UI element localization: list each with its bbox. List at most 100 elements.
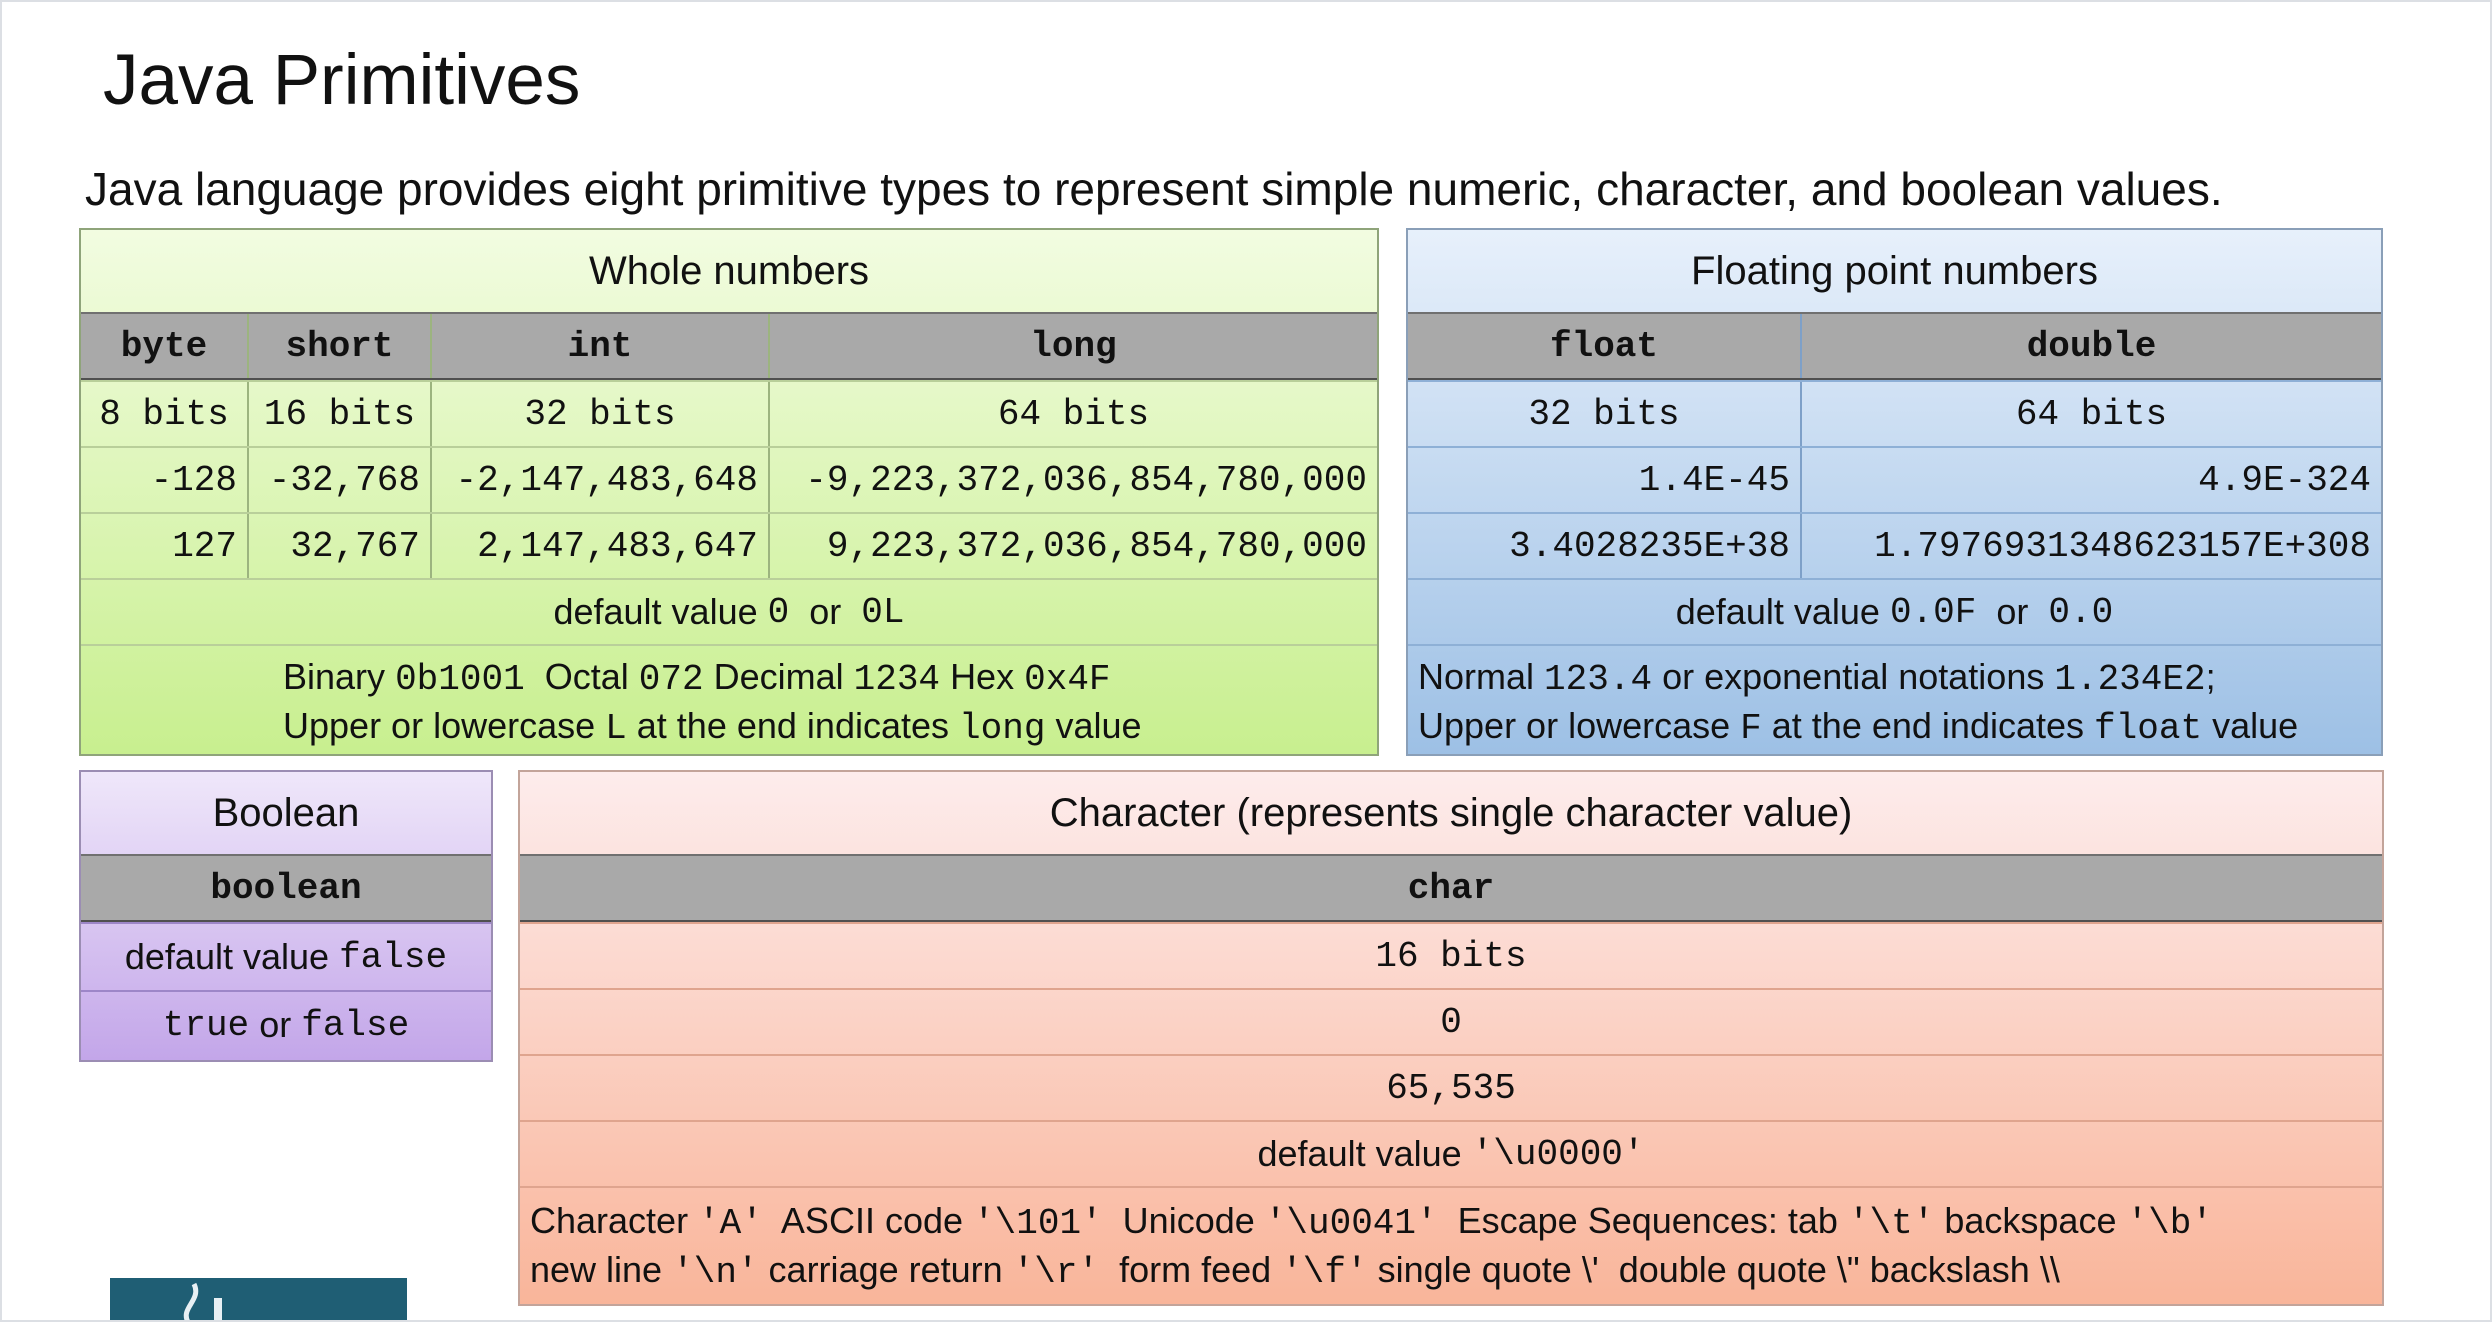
float-bits-row: 32 bits 64 bits <box>1408 380 2381 446</box>
note-code: \\ <box>2039 1249 2060 1290</box>
float-min: 1.4E-45 <box>1638 459 1790 501</box>
short-min: -32,768 <box>247 448 430 512</box>
note-code: '\b' <box>2126 1203 2213 1244</box>
values-or: or <box>259 1004 292 1045</box>
char-max-row: 65,535 <box>520 1054 2382 1120</box>
double-min: 4.9E-324 <box>1800 448 2381 512</box>
decimal-label: Decimal <box>713 656 844 697</box>
char-bits-row: 16 bits <box>520 922 2382 988</box>
boolean-header-row: boolean <box>81 854 491 922</box>
note-code: \' <box>1581 1249 1599 1290</box>
long-max: 9,223,372,036,854,780,000 <box>768 514 1377 578</box>
boolean-default-value: default value false <box>81 924 491 990</box>
char-header-row: char <box>520 854 2382 922</box>
column-header-int: int <box>430 314 768 378</box>
note-text: value <box>2212 705 2299 746</box>
whole-bits-row: 8 bits 16 bits 32 bits 64 bits <box>81 380 1377 446</box>
short-max: 32,767 <box>247 514 430 578</box>
whole-min-row: -128 -32,768 -2,147,483,648 -9,223,372,0… <box>81 446 1377 512</box>
whole-numbers-heading: Whole numbers <box>588 248 870 293</box>
char-min-row: 0 <box>520 988 2382 1054</box>
default-double: 0.0 <box>2048 591 2114 633</box>
java-cup-icon <box>183 1282 222 1320</box>
column-header-char: char <box>520 856 2382 920</box>
default-label: default value <box>553 591 758 632</box>
binary-value: 0b1001 <box>395 659 525 700</box>
note-text: ; <box>2205 656 2216 697</box>
boolean-table: Boolean boolean default value false true… <box>79 770 493 1062</box>
default-label: default value <box>1257 1133 1462 1174</box>
binary-label: Binary <box>283 656 386 697</box>
note-text: Upper or lowercase <box>283 705 596 746</box>
note-code: float <box>2094 708 2203 749</box>
note-code: '\n' <box>672 1252 759 1293</box>
java-logo <box>110 1278 407 1320</box>
boolean-values: true or false <box>81 992 491 1058</box>
note-code: 'A' <box>698 1203 763 1244</box>
float-max-row: 3.4028235E+38 1.7976931348623157E+308 <box>1408 512 2381 578</box>
long-bits: 64 bits <box>768 382 1377 446</box>
octal-label: Octal <box>544 656 629 697</box>
whole-default-row: default value 0 or 0L <box>81 578 1377 644</box>
floating-point-table: Floating point numbers float double 32 b… <box>1406 228 2383 756</box>
page-subtitle: Java language provides eight primitive t… <box>85 163 2223 215</box>
default-label: default value <box>124 936 330 977</box>
decimal-value: 1234 <box>853 659 941 700</box>
character-table: Character (represents single character v… <box>518 770 2384 1306</box>
note-text: Unicode <box>1122 1200 1255 1241</box>
char-literals-note: Character 'A' ASCII code '\101' Unicode … <box>520 1186 2382 1302</box>
column-header-float: float <box>1408 314 1800 378</box>
default-char: '\u0000' <box>1471 1133 1645 1175</box>
note-text: ASCII code <box>780 1200 964 1241</box>
default-long: 0L <box>861 591 905 633</box>
false-value: false <box>301 1004 410 1046</box>
float-default-row: default value 0.0F or 0.0 <box>1408 578 2381 644</box>
boolean-heading: Boolean <box>212 790 360 835</box>
note-text: at the end indicates <box>636 705 950 746</box>
char-max: 65,535 <box>1386 1067 1516 1109</box>
note-text: single quote <box>1377 1249 1572 1290</box>
float-min-row: 1.4E-45 4.9E-324 <box>1408 446 2381 512</box>
whole-header-row: byte short int long <box>81 312 1377 380</box>
note-text: or exponential notations <box>1662 656 2045 697</box>
boolean-default-row: default value false <box>81 922 491 990</box>
note-text: Character <box>530 1200 689 1241</box>
default-label: default value <box>1675 591 1880 632</box>
note-text: carriage return <box>768 1249 1003 1290</box>
byte-max: 127 <box>172 525 237 567</box>
column-header-boolean: boolean <box>81 856 491 920</box>
char-default-row: default value '\u0000' <box>520 1120 2382 1186</box>
float-header-row: float double <box>1408 312 2381 380</box>
note-text: at the end indicates <box>1771 705 2085 746</box>
note-code: \" <box>1836 1249 1860 1290</box>
note-code: '\u0041' <box>1264 1203 1438 1244</box>
note-text: form feed <box>1119 1249 1272 1290</box>
true-value: true <box>162 1004 250 1046</box>
boolean-values-row: true or false <box>81 990 491 1058</box>
note-code: 1.234E2 <box>2054 659 2206 700</box>
whole-literals-note: Binary 0b1001 Octal 072 Decimal 1234 Hex… <box>81 644 1377 752</box>
char-default-value: default value '\u0000' <box>520 1122 2382 1186</box>
column-header-short: short <box>247 314 430 378</box>
note-code: L <box>605 708 627 749</box>
default-or: or <box>1996 591 2029 632</box>
column-header-double: double <box>1800 314 2381 378</box>
char-min: 0 <box>1440 1001 1462 1043</box>
page-title: Java Primitives <box>103 41 581 120</box>
float-bits: 32 bits <box>1528 393 1680 435</box>
character-heading: Character (represents single character v… <box>1049 790 1853 835</box>
whole-numbers-table: Whole numbers byte short int long 8 bits… <box>79 228 1379 756</box>
note-text: value <box>1055 705 1142 746</box>
octal-value: 072 <box>638 659 704 700</box>
hex-value: 0x4F <box>1024 659 1111 700</box>
default-or: or <box>809 591 842 632</box>
float-default-value: default value 0.0F or 0.0 <box>1408 580 2381 644</box>
note-text: backspace <box>1944 1200 2117 1241</box>
note-code: 123.4 <box>1544 659 1653 700</box>
double-max: 1.7976931348623157E+308 <box>1800 514 2381 578</box>
note-text: Normal <box>1418 656 1535 697</box>
whole-max-row: 127 32,767 2,147,483,647 9,223,372,036,8… <box>81 512 1377 578</box>
char-bits: 16 bits <box>1375 935 1527 977</box>
float-max: 3.4028235E+38 <box>1509 525 1790 567</box>
